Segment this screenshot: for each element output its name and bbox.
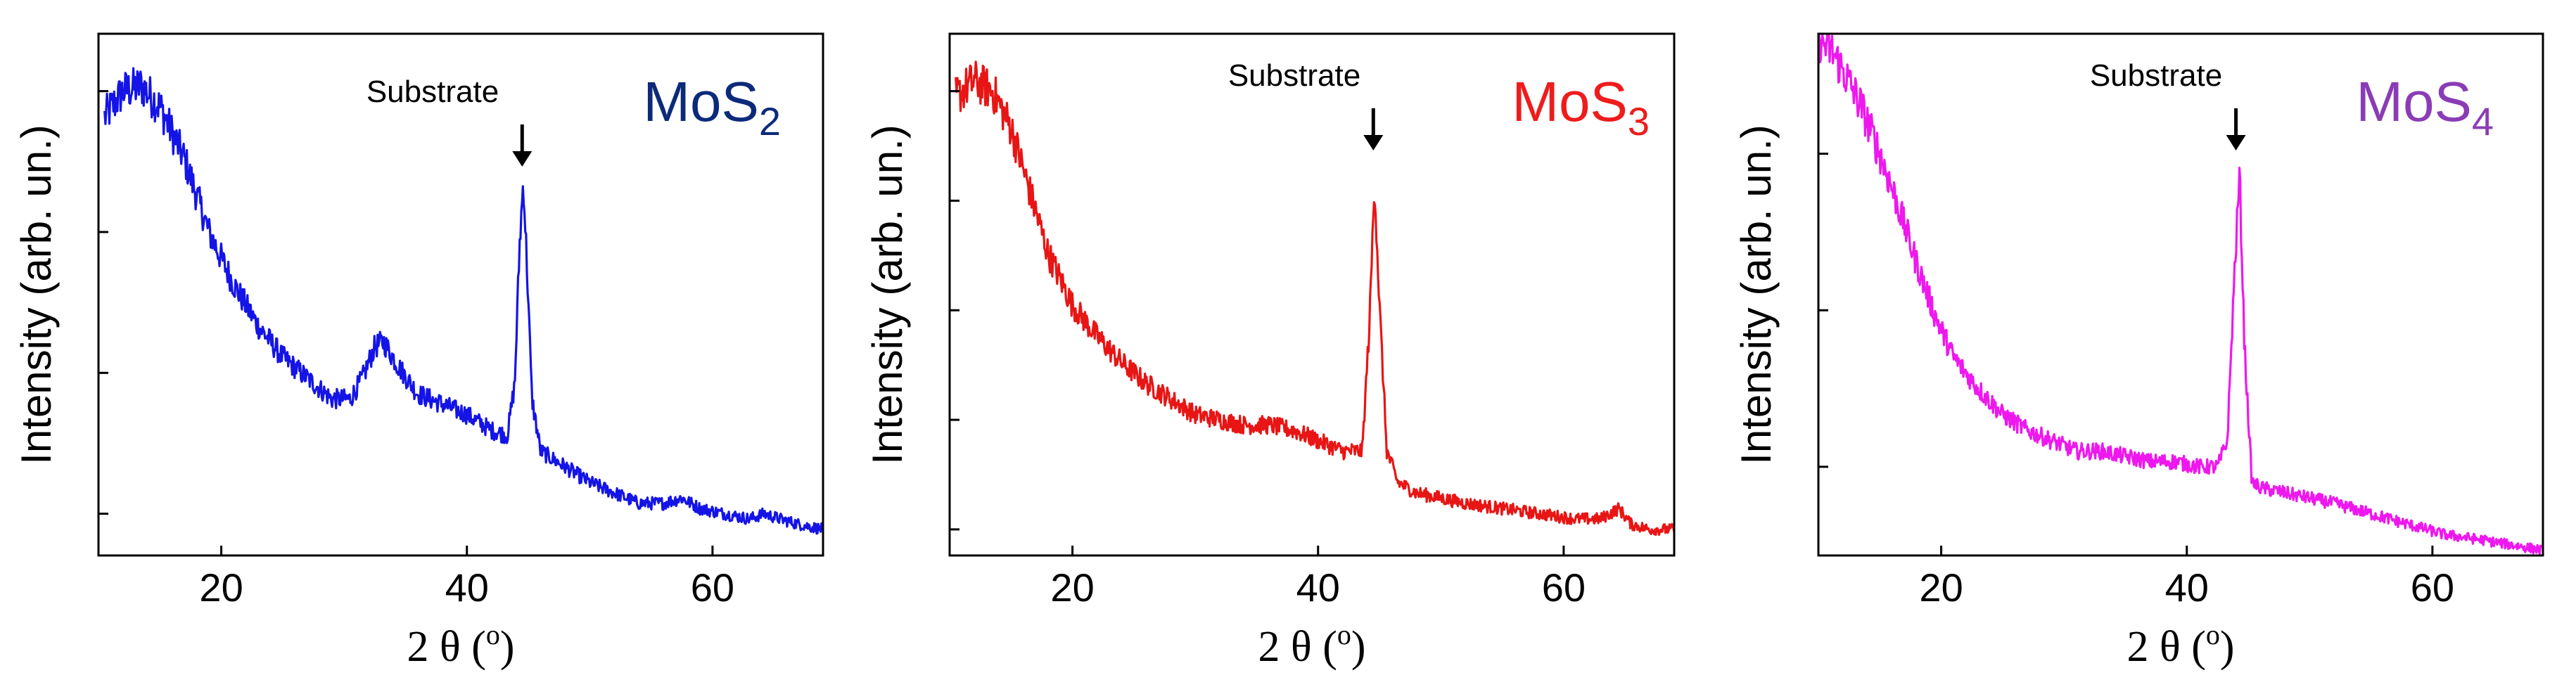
sample-label-main: MoS — [1512, 70, 1628, 133]
x-tick-label-20: 20 — [1050, 565, 1094, 610]
x-tick-label-20: 20 — [1919, 565, 1963, 610]
sample-label-subscript: 3 — [1628, 99, 1650, 143]
x-axis-label-close: ) — [500, 623, 515, 671]
substrate-arrow-head — [512, 151, 533, 167]
x-tick-label-60: 60 — [1542, 565, 1586, 610]
x-axis-label-theta: θ — [1291, 623, 1312, 671]
x-axis-label-prefix: 2 — [407, 623, 440, 671]
chart-panel-2: 20 40 60 2 θ (o) Intensity (arb. un.) MoS3 Sub… — [864, 32, 1676, 671]
chart-panel-1: 20 40 602 θ (o)Intensity (arb. un.)MoS2Sub… — [13, 32, 824, 671]
x-axis-label-close: ) — [1351, 623, 1366, 671]
x-tick-label-60: 60 — [2411, 565, 2454, 610]
x-axis-label-degree: o — [1337, 619, 1351, 650]
substrate-arrow-head — [2226, 135, 2246, 150]
substrate-annotation: Substrate — [1228, 58, 1360, 93]
x-axis-label-prefix: 2 — [1258, 623, 1291, 671]
sample-label: MoS3 — [1512, 70, 1650, 143]
sample-label: MoS4 — [2356, 70, 2494, 143]
y-axis-label: Intensity (arb. un.) — [1733, 124, 1780, 465]
x-axis-label-degree: o — [486, 619, 500, 650]
x-axis-label-open: ( — [1312, 623, 1337, 671]
sample-label: MoS2 — [643, 70, 781, 143]
x-axis-label-degree: o — [2206, 619, 2220, 650]
substrate-annotation: Substrate — [2090, 58, 2222, 93]
sample-label-main: MoS — [643, 70, 759, 133]
chart-panel-3: 20 40 60 2 θ (o) Intensity (arb. un.) MoS4 Sub… — [1733, 32, 2544, 671]
x-tick-label-40: 40 — [1296, 565, 1340, 610]
plot-frame — [97, 32, 824, 557]
x-axis-label-prefix: 2 — [2127, 623, 2160, 671]
plot-frame — [1817, 32, 2544, 557]
y-axis-label: Intensity (arb. un.) — [13, 124, 60, 465]
x-tick-label-20: 20 — [199, 565, 243, 610]
sample-label-subscript: 4 — [2472, 99, 2494, 143]
plot-frame — [948, 32, 1676, 557]
sample-label-subscript: 2 — [759, 99, 781, 143]
series-line-MoS4 — [1818, 34, 2544, 555]
sample-label-main: MoS — [2356, 70, 2472, 133]
substrate-arrow-head — [1363, 135, 1384, 150]
x-tick-label-40: 40 — [445, 565, 489, 610]
x-axis-label-open: ( — [2181, 623, 2206, 671]
x-tick-label-40: 40 — [2165, 565, 2209, 610]
x-tick-label-60: 60 — [691, 565, 734, 610]
x-axis-label-open: ( — [461, 623, 486, 671]
series-line-MoS2 — [103, 67, 824, 535]
substrate-annotation: Substrate — [366, 75, 499, 109]
x-axis-label-theta: θ — [440, 623, 461, 671]
x-axis-label: 2 θ (o) — [1258, 619, 1365, 671]
x-axis-label: 2 θ (o) — [407, 619, 514, 671]
series-line-MoS3 — [955, 60, 1676, 536]
x-axis-label-theta: θ — [2160, 623, 2181, 671]
y-axis-label: Intensity (arb. un.) — [864, 124, 911, 465]
x-axis-label: 2 θ (o) — [2127, 619, 2234, 671]
x-axis-label-close: ) — [2220, 623, 2235, 671]
